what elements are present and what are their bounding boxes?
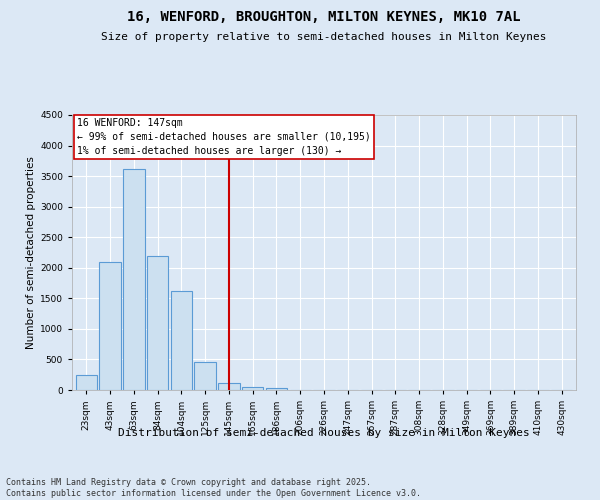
Text: Size of property relative to semi-detached houses in Milton Keynes: Size of property relative to semi-detach… xyxy=(101,32,547,42)
Bar xyxy=(76,374,97,390)
Text: 16 WENFORD: 147sqm
← 99% of semi-detached houses are smaller (10,195)
1% of semi: 16 WENFORD: 147sqm ← 99% of semi-detache… xyxy=(77,118,371,156)
Bar xyxy=(242,386,263,390)
Bar xyxy=(266,388,287,390)
Y-axis label: Number of semi-detached properties: Number of semi-detached properties xyxy=(26,156,36,349)
Text: 16, WENFORD, BROUGHTON, MILTON KEYNES, MK10 7AL: 16, WENFORD, BROUGHTON, MILTON KEYNES, M… xyxy=(127,10,521,24)
Bar xyxy=(218,384,239,390)
Bar xyxy=(194,362,216,390)
Bar xyxy=(147,256,168,390)
Bar xyxy=(170,291,192,390)
Bar xyxy=(100,262,121,390)
Text: Distribution of semi-detached houses by size in Milton Keynes: Distribution of semi-detached houses by … xyxy=(118,428,530,438)
Text: Contains HM Land Registry data © Crown copyright and database right 2025.
Contai: Contains HM Land Registry data © Crown c… xyxy=(6,478,421,498)
Bar xyxy=(123,169,145,390)
